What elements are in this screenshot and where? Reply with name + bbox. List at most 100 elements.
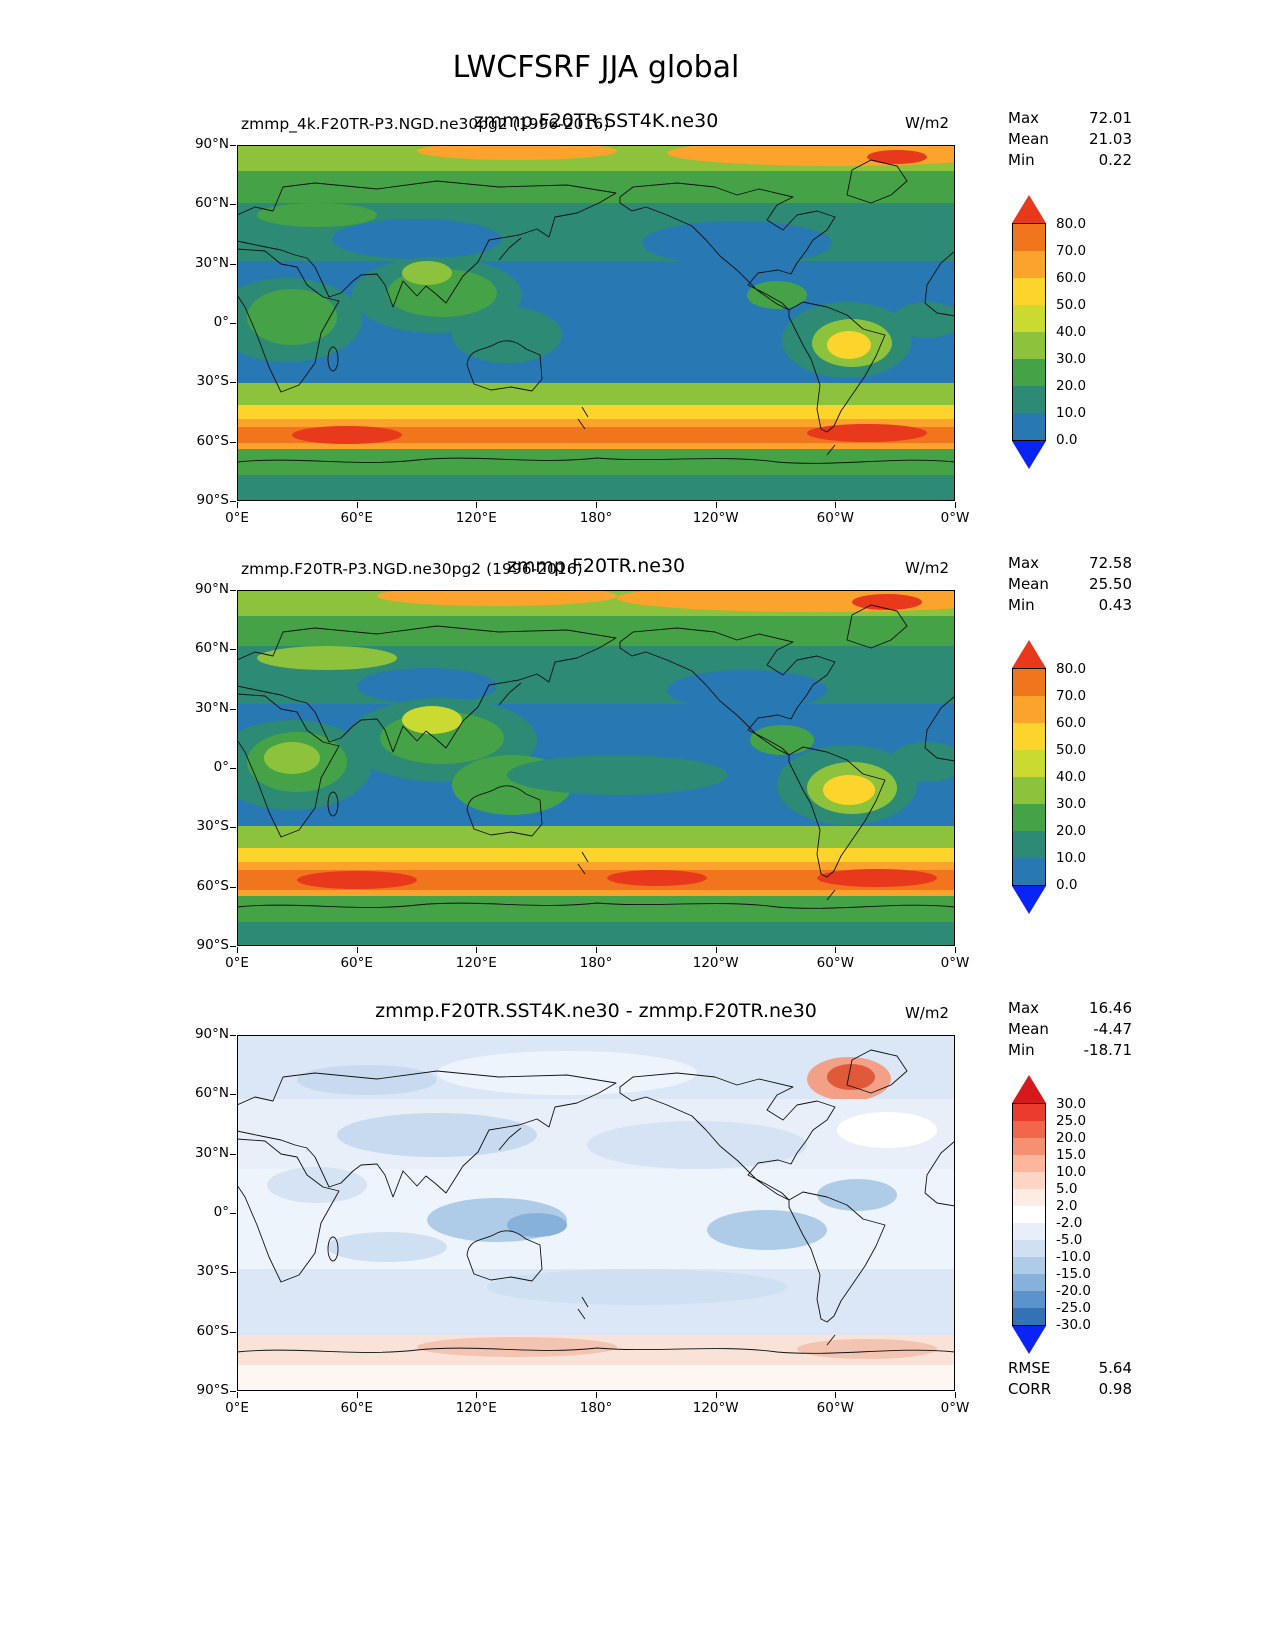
y-tick-label: 30°N	[194, 699, 229, 716]
stat-label: Max	[1008, 999, 1040, 1017]
stat-mean: Mean 21.03	[1008, 129, 1132, 150]
y-tick-label: 30°S	[196, 1263, 230, 1280]
colorbar-band	[1013, 696, 1045, 723]
panel-title-row: zmmp.F20TR-P3.NGD.ne30pg2 (1996-2016) zm…	[237, 555, 955, 581]
y-tick-mark	[230, 501, 236, 502]
x-tick-mark	[356, 502, 358, 508]
colorbar-tick-label: 15.0	[1056, 1147, 1087, 1163]
y-tick-mark	[230, 708, 236, 710]
y-tick-label: 60°N	[194, 195, 229, 212]
panel-title-row: zmmp_4k.F20TR-P3.NGD.ne30pg2 (1996-2016)…	[237, 110, 955, 136]
colorbar-tick-label: 80.0	[1056, 216, 1087, 232]
panel-difference: zmmp.F20TR.SST4K.ne30 - zmmp.F20TR.ne30 …	[0, 990, 1275, 1435]
colorbar-band	[1013, 1240, 1045, 1257]
y-tick-mark	[230, 1153, 236, 1155]
stats-block-3: Max 16.46 Mean -4.47 Min -18.71	[1008, 998, 1132, 1061]
colorbar-arrow-down	[1012, 441, 1046, 469]
colorbar-band	[1013, 359, 1045, 386]
stat-label: Max	[1008, 109, 1040, 127]
y-tick-mark	[230, 1035, 236, 1036]
panel-title-row: zmmp.F20TR.SST4K.ne30 - zmmp.F20TR.ne30 …	[237, 1000, 955, 1026]
x-tick-label: 60°W	[816, 1400, 854, 1416]
x-tick-label: 0°E	[225, 955, 249, 971]
map-area-1	[237, 145, 955, 501]
y-tick-mark	[230, 1391, 236, 1392]
x-tick-label: 120°W	[692, 1400, 739, 1416]
stat-label: Mean	[1008, 130, 1049, 148]
colorbar-band	[1013, 224, 1045, 251]
x-tick-label: 60°E	[340, 1400, 373, 1416]
colorbar-band	[1013, 1274, 1045, 1291]
x-tick-label: 120°W	[692, 510, 739, 526]
figure-title: LWCFSRF JJA global	[452, 50, 740, 85]
colorbar-tick-label: 5.0	[1056, 1181, 1078, 1197]
stats-block-1: Max 72.01 Mean 21.03 Min 0.22	[1008, 108, 1132, 171]
y-tick-mark	[230, 1331, 236, 1333]
colorbar-band	[1013, 1138, 1045, 1155]
y-tick-label: 30°N	[194, 1144, 229, 1161]
colorbar-band	[1013, 1104, 1045, 1121]
y-tick-label: 60°S	[196, 432, 230, 449]
colorbar-band	[1013, 831, 1045, 858]
x-tick-label: 60°W	[816, 510, 854, 526]
stat-label: CORR	[1008, 1380, 1052, 1398]
stat-value: 21.03	[1089, 130, 1132, 148]
stat-min: Min -18.71	[1008, 1040, 1132, 1061]
x-tick-mark	[476, 1392, 478, 1398]
colorbar-band	[1013, 804, 1045, 831]
x-tick-mark	[237, 1392, 238, 1398]
y-tick-label: 90°S	[196, 1382, 230, 1398]
stat-label: Min	[1008, 596, 1035, 614]
x-tick-mark	[715, 502, 717, 508]
colorbar-tick-label: 20.0	[1056, 378, 1087, 394]
x-tick-mark	[596, 947, 597, 953]
y-tick-mark	[230, 827, 236, 829]
colorbar-tick-label: 10.0	[1056, 850, 1087, 866]
colorbar-band	[1013, 251, 1045, 278]
stat-corr: CORR 0.98	[1008, 1379, 1132, 1400]
y-tick-mark	[230, 204, 236, 206]
colorbar-tick-label: 0.0	[1056, 432, 1078, 448]
colorbar-band	[1013, 1257, 1045, 1274]
colorbar-tick-label: 0.0	[1056, 877, 1078, 893]
y-tick-label: 90°S	[196, 492, 230, 508]
y-tick-label: 60°S	[196, 877, 230, 894]
colorbar-tick-label: 70.0	[1056, 688, 1087, 704]
stat-label: Mean	[1008, 575, 1049, 593]
colorbar-1: 80.0 70.0 60.0 50.0 40.0 30.0 20.0 10.0 0.0	[1012, 195, 1086, 469]
stat-label: Min	[1008, 151, 1035, 169]
stat-value: 72.58	[1089, 554, 1132, 572]
stat-min: Min 0.22	[1008, 150, 1132, 171]
stat-value: 0.22	[1098, 151, 1132, 169]
colorbar-band	[1013, 723, 1045, 750]
colorbar-tick-label: 20.0	[1056, 823, 1087, 839]
colorbar-band	[1013, 332, 1045, 359]
x-tick-mark	[476, 502, 478, 508]
x-tick-label: 60°E	[340, 955, 373, 971]
y-tick-label: 0°	[213, 314, 229, 330]
y-tick-label: 90°S	[196, 937, 230, 953]
x-tick-label: 180°	[579, 955, 613, 971]
stat-mean: Mean -4.47	[1008, 1019, 1132, 1040]
colorbar-tick-label: 40.0	[1056, 769, 1087, 785]
y-tick-mark	[230, 382, 236, 384]
y-tick-label: 60°N	[194, 1085, 229, 1102]
colorbar-tick-label: -15.0	[1056, 1266, 1091, 1282]
colorbar-tick-label: 25.0	[1056, 1113, 1087, 1129]
x-tick-mark	[955, 502, 956, 508]
x-tick-label: 120°W	[692, 955, 739, 971]
stat-label: Max	[1008, 554, 1040, 572]
colorbar-tick-label: 10.0	[1056, 405, 1087, 421]
panel-units-label: W/m2	[904, 559, 949, 577]
y-tick-label: 90°N	[194, 136, 229, 152]
colorbar-band	[1013, 305, 1045, 332]
colorbar-band	[1013, 278, 1045, 305]
colorbar-band	[1013, 858, 1045, 885]
stat-max: Max 72.58	[1008, 553, 1132, 574]
stat-rmse: RMSE 5.64	[1008, 1358, 1132, 1379]
x-tick-mark	[237, 502, 238, 508]
y-tick-mark	[230, 1094, 236, 1096]
x-tick-label: 0°E	[225, 510, 249, 526]
x-tick-mark	[356, 947, 358, 953]
colorbar-tick-label: 30.0	[1056, 796, 1087, 812]
